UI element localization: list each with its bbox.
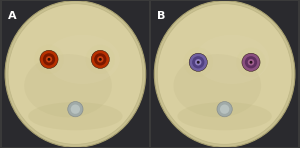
Circle shape bbox=[220, 104, 229, 114]
Circle shape bbox=[85, 45, 115, 74]
Ellipse shape bbox=[157, 4, 292, 144]
Circle shape bbox=[189, 53, 207, 71]
Circle shape bbox=[197, 61, 200, 64]
Ellipse shape bbox=[8, 4, 143, 144]
Circle shape bbox=[242, 53, 260, 71]
Circle shape bbox=[192, 56, 204, 68]
Circle shape bbox=[217, 102, 232, 117]
Circle shape bbox=[184, 48, 213, 77]
Circle shape bbox=[47, 58, 50, 61]
Circle shape bbox=[195, 59, 202, 66]
Ellipse shape bbox=[28, 102, 123, 130]
Circle shape bbox=[97, 56, 103, 63]
Ellipse shape bbox=[177, 102, 272, 130]
Ellipse shape bbox=[173, 54, 261, 117]
Circle shape bbox=[99, 58, 102, 61]
Circle shape bbox=[43, 53, 55, 66]
Ellipse shape bbox=[5, 1, 146, 147]
Circle shape bbox=[34, 45, 64, 74]
Circle shape bbox=[91, 50, 110, 68]
Ellipse shape bbox=[46, 35, 120, 84]
Circle shape bbox=[40, 50, 58, 68]
Text: A: A bbox=[8, 11, 16, 21]
Circle shape bbox=[71, 104, 80, 114]
Circle shape bbox=[94, 53, 106, 66]
Circle shape bbox=[68, 102, 83, 117]
Circle shape bbox=[236, 48, 266, 77]
Circle shape bbox=[250, 61, 253, 64]
Ellipse shape bbox=[195, 35, 269, 84]
Circle shape bbox=[46, 56, 52, 63]
Ellipse shape bbox=[24, 54, 112, 117]
Ellipse shape bbox=[154, 1, 295, 147]
Circle shape bbox=[248, 59, 254, 66]
Circle shape bbox=[245, 56, 257, 68]
Text: B: B bbox=[157, 11, 166, 21]
